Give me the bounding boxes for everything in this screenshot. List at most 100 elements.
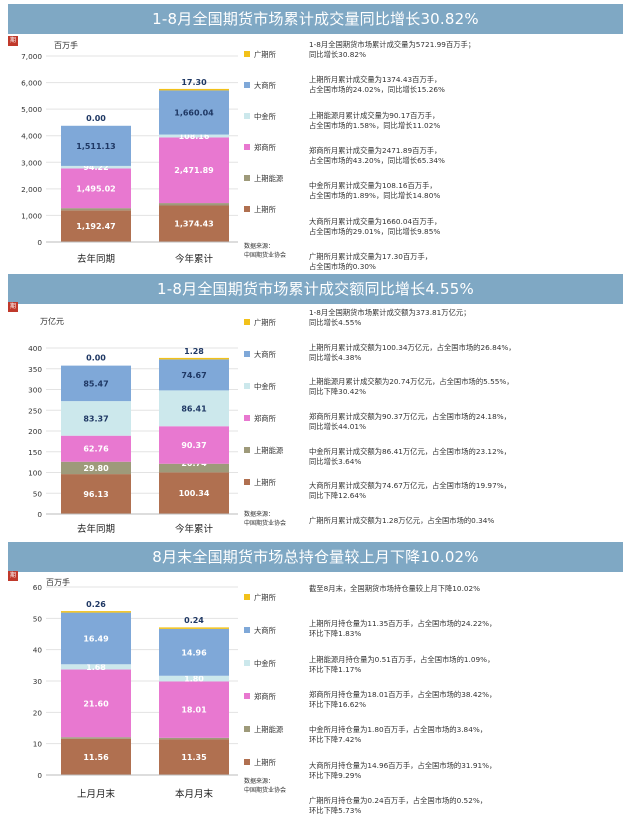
legend-swatch (244, 206, 250, 212)
data-label: 85.47 (83, 379, 108, 388)
data-label: 100.34 (179, 489, 210, 498)
legend-swatch (244, 447, 250, 453)
x-category-label: 去年同期 (77, 523, 115, 535)
data-label: 90.37 (181, 441, 206, 450)
note-item: 广期所月累计成交量为17.30百万手， 占全国市场的0.30% (309, 252, 619, 272)
note-item: 上期能源月累计成交量为90.17百万手， 占全国市场的1.58%，同比增长11.0… (309, 111, 619, 131)
legend-swatch (244, 415, 250, 421)
y-tick-label: 0 (37, 771, 42, 780)
panel-2-chart: 万亿元 0 50 100 150 200 250 300 350 400 96.13 29.80 62.… (28, 316, 286, 535)
data-label: 1,192.47 (76, 222, 115, 231)
legend-label: 上期能源 (254, 446, 284, 455)
y-axis-unit: 百万手 (54, 40, 78, 50)
note-item: 广期所月累计成交额为1.28万亿元，占全国市场的0.34% (309, 516, 619, 526)
note-line-1: 上期能源月累计成交额为20.74万亿元，占全国市场的5.55%， (309, 377, 514, 387)
legend-swatch (244, 383, 250, 389)
note-line-2: 同比增长4.38% (309, 352, 362, 362)
note-item: 郑商所月持仓量为18.01百万手，占全国市场的38.42%， 环比下降16.62% (309, 690, 619, 710)
panel-2-title: 1-8月全国期货市场累计成交额同比增长4.55% (8, 274, 623, 304)
note-line-1: 上期能源月持仓量为0.51百万手，占全国市场的1.09%， (309, 654, 495, 664)
bar-segment (61, 612, 131, 665)
note-line-1: 中金所月持仓量为1.80百万手，占全国市场的3.84%， (309, 725, 488, 735)
legend-label: 广期所 (254, 318, 276, 327)
y-tick-label: 10 (33, 740, 43, 749)
note-line-1: 中金所月累计成交量为108.16百万手， (309, 181, 437, 191)
note-item: 中金所月累计成交量为108.16百万手， 占全国市场的1.89%，同比增长14.8… (309, 181, 619, 201)
panel-2-logo: 期 (8, 302, 18, 312)
legend-label: 上期能源 (254, 725, 284, 734)
note-line-1: 郑商所月累计成交额为90.37万亿元，占全国市场的24.18%， (309, 412, 511, 421)
bar-segment (159, 359, 229, 391)
bar-segment (159, 134, 229, 138)
data-label: 62.76 (83, 445, 109, 454)
legend-swatch (244, 479, 250, 485)
legend-swatch (244, 175, 250, 181)
note-line-2: 环比下降1.17% (309, 664, 362, 674)
legend-swatch (244, 82, 250, 88)
note-line-2: 环比下降1.83% (309, 629, 362, 639)
legend-label: 广期所 (254, 593, 276, 602)
y-tick-label: 1,000 (21, 211, 42, 220)
legend-swatch (244, 351, 250, 357)
bar-segment (159, 627, 229, 629)
note-item: 大商所月累计成交额为74.67万亿元，占全国市场的19.97%， 同比下降12.6… (309, 481, 619, 501)
bar-segment (61, 737, 131, 739)
bar-segment (61, 611, 131, 613)
data-label: 1,495.02 (76, 184, 115, 193)
note-line-1: 大商所月累计成交量为1660.04百万手， (309, 216, 442, 226)
bar-segment (159, 472, 229, 514)
panel-3-logo: 期 (8, 571, 18, 581)
note-line-1: 广期所月持仓量为0.24百万手，占全国市场的0.52%， (309, 796, 488, 805)
note-line-2: 占全国市场的29.01%，同比增长9.85% (309, 226, 441, 236)
note-line-2: 占全国市场的0.30% (309, 262, 376, 271)
y-tick-label: 250 (28, 406, 42, 415)
bar-segment (159, 675, 229, 682)
note-item: 上期能源月累计成交额为20.74万亿元，占全国市场的5.55%， 同比下降30.4… (309, 377, 619, 397)
data-label: 1.28 (184, 347, 204, 356)
data-label: 1,374.43 (174, 220, 213, 229)
y-tick-label: 300 (28, 386, 42, 395)
legend-label: 上期所 (254, 758, 276, 767)
y-tick-label: 40 (33, 646, 43, 655)
panel-1-logo: 期 (8, 36, 18, 46)
legend-swatch (244, 594, 250, 600)
source-label: 数据来源： (244, 510, 274, 518)
note-line-1: 1-8月全国期货市场累计成交额为373.81万亿元； (309, 308, 471, 317)
legend-label: 中金所 (254, 382, 276, 391)
y-tick-label: 0 (37, 510, 42, 519)
panel-3-title: 8月末全国期货市场总持仓量较上月下降10.02% (8, 542, 623, 572)
legend-swatch (244, 693, 250, 699)
legend-swatch (244, 144, 250, 150)
bar-segment (61, 435, 131, 462)
bar-segment (61, 168, 131, 209)
y-tick-label: 60 (33, 583, 43, 592)
bar-segment (61, 738, 131, 775)
note-line-1: 大商所月累计成交额为74.67万亿元，占全国市场的19.97%， (309, 481, 511, 491)
note-line-2: 环比下降7.42% (309, 735, 362, 745)
note-line-1: 截至8月末，全国期货市场持仓量较上月下降10.02% (309, 584, 481, 593)
data-label: 96.13 (83, 490, 108, 499)
note-line-1: 中金所月累计成交额为86.41万亿元，占全国市场的23.12%， (309, 446, 511, 456)
note-line-2: 占全国市场的1.58%，同比增长11.02% (309, 120, 441, 130)
data-label: 83.37 (83, 414, 108, 423)
x-category-label: 今年累计 (175, 253, 214, 265)
legend-label: 中金所 (254, 659, 276, 668)
y-tick-label: 30 (33, 677, 43, 686)
source-value: 中国期货业协会 (244, 519, 286, 527)
bar-segment (61, 669, 131, 738)
bar-segment (159, 628, 229, 676)
legend-label: 上期所 (254, 478, 276, 487)
bar-segment (61, 664, 131, 670)
note-item: 郑商所月累计成交量为2471.89百万手， 占全国市场的43.20%，同比增长65… (309, 146, 619, 166)
note-line-2: 环比下降9.29% (309, 770, 362, 780)
legend-label: 中金所 (254, 112, 276, 121)
data-label: 74.67 (181, 371, 206, 380)
note-item: 1-8月全国期货市场累计成交额为373.81万亿元； 同比增长4.55% (309, 308, 619, 328)
data-label: 2,471.89 (174, 166, 214, 175)
bar-segment (159, 205, 229, 242)
note-line-1: 上期所月持仓量为11.35百万手，占全国市场的24.22%， (309, 619, 497, 629)
note-item: 大商所月累计成交量为1660.04百万手， 占全国市场的29.01%，同比增长9.… (309, 217, 619, 237)
data-label: 29.80 (83, 464, 109, 473)
y-tick-label: 4,000 (21, 132, 42, 141)
legend-label: 郑商所 (254, 143, 276, 152)
